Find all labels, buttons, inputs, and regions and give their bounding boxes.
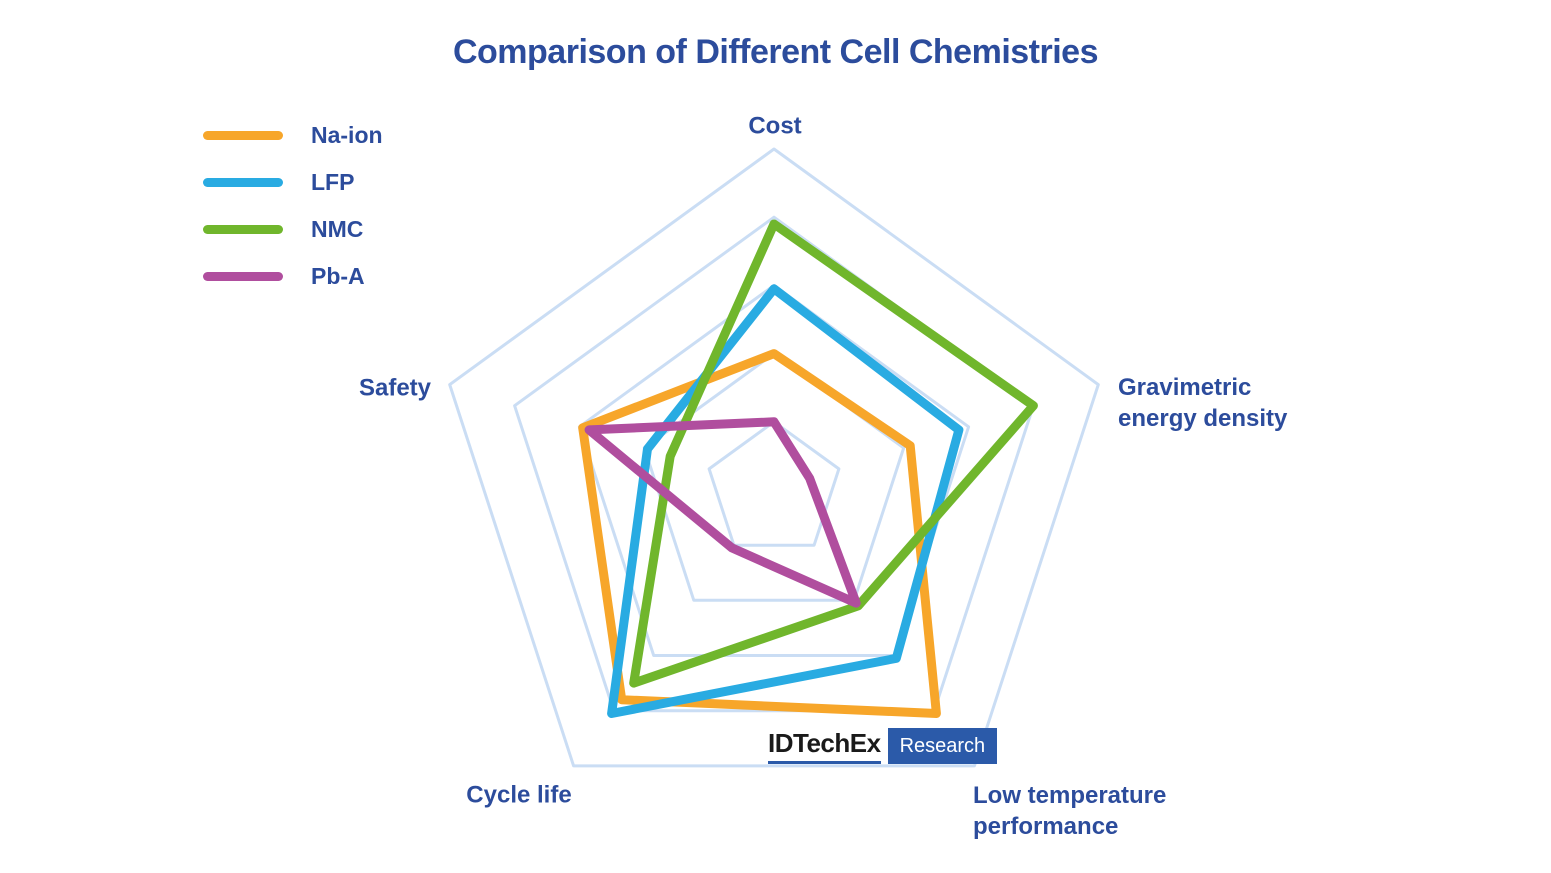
axis-label-safety: Safety	[358, 374, 432, 402]
series-nmc	[629, 219, 1038, 688]
logo-research-badge: Research	[887, 728, 998, 764]
series-pb-a	[584, 417, 861, 608]
logo-brand-wrap: IDTechEx	[768, 728, 881, 764]
legend-label: NMC	[311, 216, 364, 242]
legend-item-pb-a: Pb-A	[203, 253, 383, 300]
legend-label: Pb-A	[311, 263, 365, 289]
logo-brand-text: IDTechEx	[768, 728, 881, 764]
grid-ring-1	[707, 420, 841, 547]
axis-label-cycle-life: Cycle life	[466, 781, 572, 809]
legend-swatch-icon	[203, 178, 283, 187]
grid-ring-3	[577, 283, 971, 657]
axis-label-cost: Cost	[748, 112, 802, 140]
legend-swatch-icon	[203, 131, 283, 140]
idtechex-logo: IDTechEx Research	[768, 728, 998, 764]
legend-label: Na-ion	[311, 122, 383, 148]
axis-label-gravimetric-energy-density: Gravimetric energy density	[1118, 374, 1288, 432]
legend: Na-ion LFP NMC Pb-A	[203, 112, 383, 300]
chart-title: Comparison of Different Cell Chemistries	[452, 33, 1099, 71]
legend-item-na-ion: Na-ion	[203, 112, 383, 159]
grid-ring-5	[448, 147, 1100, 768]
legend-swatch-icon	[203, 225, 283, 234]
legend-label: LFP	[311, 169, 355, 195]
legend-item-lfp: LFP	[203, 159, 383, 206]
legend-item-nmc: NMC	[203, 206, 383, 253]
series-na-ion	[578, 349, 941, 718]
legend-swatch-icon	[203, 272, 283, 281]
axis-label-low-temperature-performance: Low temperature performance	[973, 782, 1167, 840]
